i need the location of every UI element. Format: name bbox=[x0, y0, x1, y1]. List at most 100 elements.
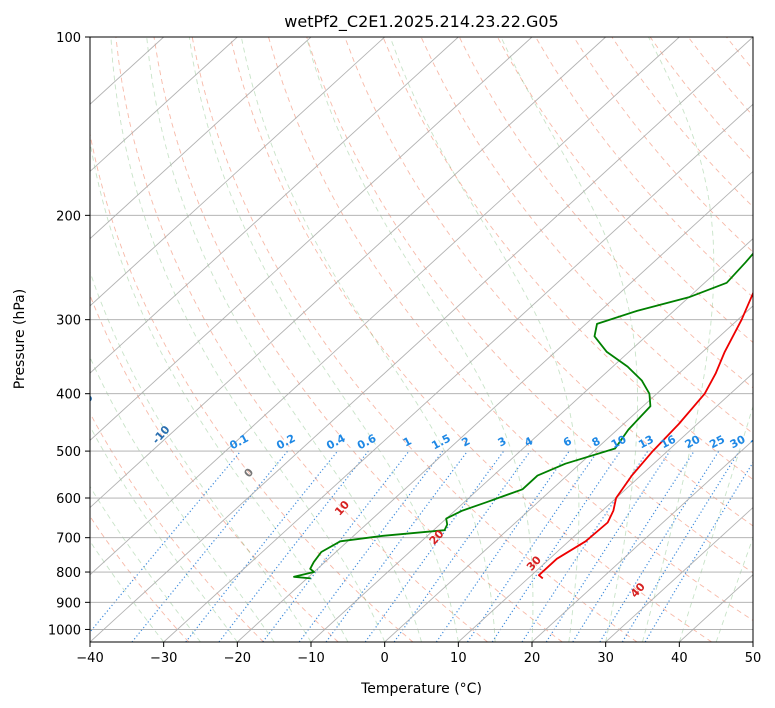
moist-adiabat bbox=[146, 37, 422, 642]
dry-adiabat bbox=[90, 412, 264, 642]
x-tick-label: 0 bbox=[381, 651, 389, 666]
dry-adiabat bbox=[115, 37, 488, 642]
y-tick-label: 200 bbox=[56, 209, 81, 224]
moist-adiabat bbox=[715, 536, 753, 642]
y-tick-label: 400 bbox=[56, 388, 81, 403]
dry-adiabat bbox=[497, 37, 753, 344]
dry-adiabat bbox=[535, 37, 753, 298]
moist-adiabat bbox=[90, 485, 201, 642]
y-tick-label: 700 bbox=[56, 532, 81, 547]
mixing-ratio-line bbox=[90, 450, 242, 633]
isotherm bbox=[90, 37, 312, 240]
y-axis-ticks: 100 200 300 400 500 600 700 800 900 1000 bbox=[48, 31, 90, 638]
dry-adiabat bbox=[229, 37, 712, 642]
moist-adiabat bbox=[110, 37, 386, 642]
dry-adiabat bbox=[153, 37, 563, 642]
mixing-ratio-lines bbox=[90, 450, 753, 642]
chart-title: wetPf2_C2E1.2025.214.23.22.G05 bbox=[284, 12, 558, 32]
moist-adiabat bbox=[500, 37, 639, 642]
mixing-ratio-label: 13 bbox=[636, 433, 656, 452]
x-tick-label: 50 bbox=[745, 651, 762, 666]
dry-adiabat bbox=[306, 37, 753, 574]
mixing-ratio-line bbox=[599, 450, 720, 642]
mixing-ratio-line bbox=[298, 450, 444, 642]
mixing-ratio-label: 10 bbox=[609, 432, 629, 451]
y-tick-label: 600 bbox=[56, 492, 81, 507]
x-tick-label: 10 bbox=[450, 651, 467, 666]
moist-adiabat bbox=[678, 404, 753, 642]
mixing-ratio-label: 0.1 bbox=[227, 432, 250, 453]
moist-adiabat bbox=[188, 37, 459, 642]
dry-adiabat-label: 30 bbox=[524, 553, 544, 573]
mixing-ratio-line bbox=[545, 450, 671, 642]
dry-adiabat bbox=[344, 37, 753, 527]
isotherm bbox=[90, 37, 680, 576]
x-axis-ticks: −40 −30 −20 −10 0 10 20 30 40 50 bbox=[76, 642, 761, 666]
x-tick-label: −40 bbox=[76, 651, 103, 666]
dry-adiabat bbox=[268, 37, 753, 621]
mixing-ratio-line bbox=[131, 450, 289, 642]
isotherm bbox=[752, 641, 753, 642]
y-tick-label: 800 bbox=[56, 566, 81, 581]
mixing-ratio-line bbox=[325, 450, 468, 642]
plot-frame bbox=[89, 36, 754, 643]
x-tick-label: 40 bbox=[671, 651, 688, 666]
dewpoint-profile-line bbox=[293, 252, 753, 580]
mixing-ratio-label: 1 bbox=[401, 434, 414, 449]
isotherm bbox=[90, 37, 533, 441]
moist-adiabat bbox=[90, 425, 238, 642]
y-axis-label: Pressure (hPa) bbox=[12, 289, 28, 389]
isotherm bbox=[90, 37, 385, 307]
mixing-ratio-line bbox=[435, 450, 570, 642]
dry-adiabat bbox=[726, 37, 753, 71]
moist-adiabat bbox=[90, 139, 349, 642]
mixing-ratio-label: 1.5 bbox=[429, 432, 452, 453]
dry-adiabat bbox=[90, 131, 414, 642]
dry-adiabat-label: -20 bbox=[73, 391, 96, 415]
profile-lines bbox=[293, 252, 753, 580]
moist-adiabat bbox=[90, 356, 275, 642]
dry-adiabats bbox=[90, 37, 753, 642]
isotherm bbox=[90, 37, 459, 374]
isotherm bbox=[90, 37, 606, 509]
mixing-ratio-label: 20 bbox=[683, 432, 703, 451]
isotherm bbox=[310, 238, 753, 642]
mixing-ratio-line bbox=[393, 450, 531, 642]
dry-adiabat bbox=[191, 37, 638, 642]
mixing-ratio-label: 0.2 bbox=[274, 432, 297, 453]
mixing-ratio-line bbox=[491, 450, 621, 642]
x-tick-label: −10 bbox=[297, 651, 324, 666]
mixing-ratio-line bbox=[466, 450, 599, 642]
dry-adiabat bbox=[611, 37, 753, 208]
y-tick-label: 900 bbox=[56, 596, 81, 611]
plot-background: 0.10.20.40.611.52346810131620253036-100-… bbox=[73, 37, 753, 642]
mixing-ratio-line bbox=[218, 450, 369, 642]
dry-adiabat-label: -10 bbox=[150, 423, 173, 447]
mixing-ratio-label: 16 bbox=[658, 433, 678, 452]
mixing-ratio-line bbox=[621, 450, 740, 642]
mixing-ratio-label: 0.4 bbox=[324, 432, 348, 453]
dry-adiabat bbox=[90, 293, 339, 642]
mixing-ratio-label: 6 bbox=[561, 434, 574, 449]
dry-adiabat bbox=[458, 37, 753, 389]
x-axis-label: Temperature (°C) bbox=[360, 681, 482, 697]
mixing-ratio-line bbox=[262, 450, 410, 642]
dry-adiabat bbox=[90, 515, 190, 642]
isotherm bbox=[90, 37, 238, 173]
isotherm bbox=[90, 37, 753, 642]
y-tick-label: 1000 bbox=[48, 623, 81, 638]
mixing-ratio-label: 25 bbox=[707, 433, 727, 452]
isobars bbox=[90, 37, 753, 630]
y-tick-label: 500 bbox=[56, 445, 81, 460]
y-tick-label: 100 bbox=[56, 31, 81, 46]
mixing-ratio-line bbox=[364, 450, 505, 642]
isotherm bbox=[384, 305, 753, 642]
x-tick-label: −30 bbox=[150, 651, 177, 666]
isotherm bbox=[163, 103, 753, 642]
mixing-ratio-label: 30 bbox=[728, 433, 748, 452]
isotherm bbox=[458, 372, 753, 642]
mixing-ratio-line bbox=[572, 450, 695, 642]
mixing-ratio-line bbox=[644, 461, 753, 642]
x-tick-label: 30 bbox=[597, 651, 614, 666]
